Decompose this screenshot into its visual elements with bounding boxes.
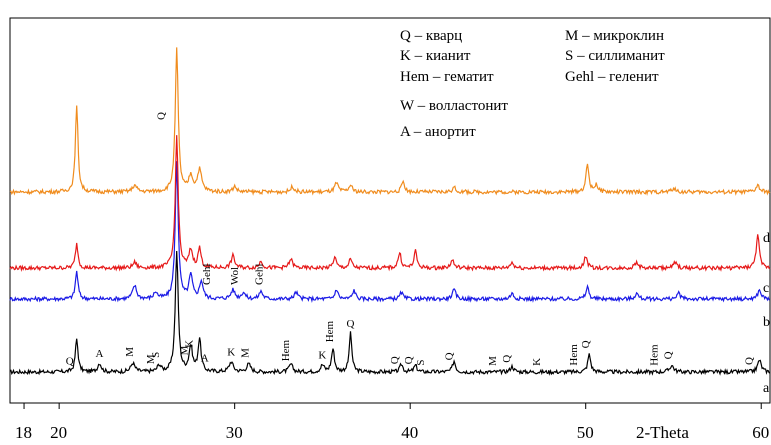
legend: Q – кварц K – кианит Hem – гематит W – в… [400,28,665,140]
x-tick-label: 40 [401,423,418,442]
legend-entry: M – микроклин [565,28,664,44]
legend-entry: W – волластонит [400,98,508,114]
peak-label: Hem [649,344,661,366]
x-tick-label: 30 [226,423,243,442]
peak-label: Q [580,340,592,348]
plot-frame [9,17,771,404]
x-tick-label: 50 [577,423,594,442]
peak-label: K [227,347,235,359]
peak-label: K [184,340,196,348]
x-tick-label: 20 [50,423,67,442]
x-tick-label: 18 [15,423,32,442]
peak-label: M [178,345,190,355]
peak-label: Gehl [201,264,213,285]
curve-label-d: d [763,231,770,246]
peak-label: M [145,354,157,364]
peak-label: Q [663,351,675,359]
peak-label: K [318,350,326,362]
peak-label: Q [403,356,415,364]
x-axis-ticks: 18 20 30 40 50 60 [15,403,769,442]
peak-label: M [240,348,252,358]
peak-label: Q [501,355,513,363]
series-line-b [9,161,770,303]
peak-label: Hem [280,339,292,361]
peak-label: K [531,358,543,366]
curves-group [9,47,771,376]
curve-label-c: c [763,281,769,296]
series-line-a [9,250,771,376]
peak-label: Gehl [254,264,266,285]
peak-label: A [201,353,209,365]
peak-label: S [150,352,162,358]
peak-label: Q [743,357,755,365]
peak-label: M [124,347,136,357]
series-line-d [9,47,771,196]
x-tick-label: 60 [752,423,769,442]
peak-label: Hem [568,344,580,366]
peak-label: Hem [324,320,336,342]
legend-entry: Gehl – геленит [565,69,659,85]
legend-entry: K – кианит [400,48,471,64]
legend-entry: S – силлиманит [565,48,665,64]
peak-label: S [415,359,427,365]
peak-label: A [96,348,104,360]
series-line-c [9,135,771,273]
legend-entry: Hem – гематит [400,69,494,85]
curve-label-b: b [763,315,770,330]
peak-label: Q [66,355,74,367]
peak-label: M [487,356,499,366]
curve-label-a: a [763,381,770,396]
peak-label: Q [443,352,455,360]
legend-entry: A – анортит [400,124,476,140]
peak-label: Q [347,318,355,330]
curve-labels-group: a b c d [763,231,770,396]
peak-label: Q [389,356,401,364]
peak-label: Wol [229,267,241,285]
peak-label: Q [156,112,168,120]
legend-entry: Q – кварц [400,28,462,44]
x-axis-label: 2-Theta [636,423,689,442]
